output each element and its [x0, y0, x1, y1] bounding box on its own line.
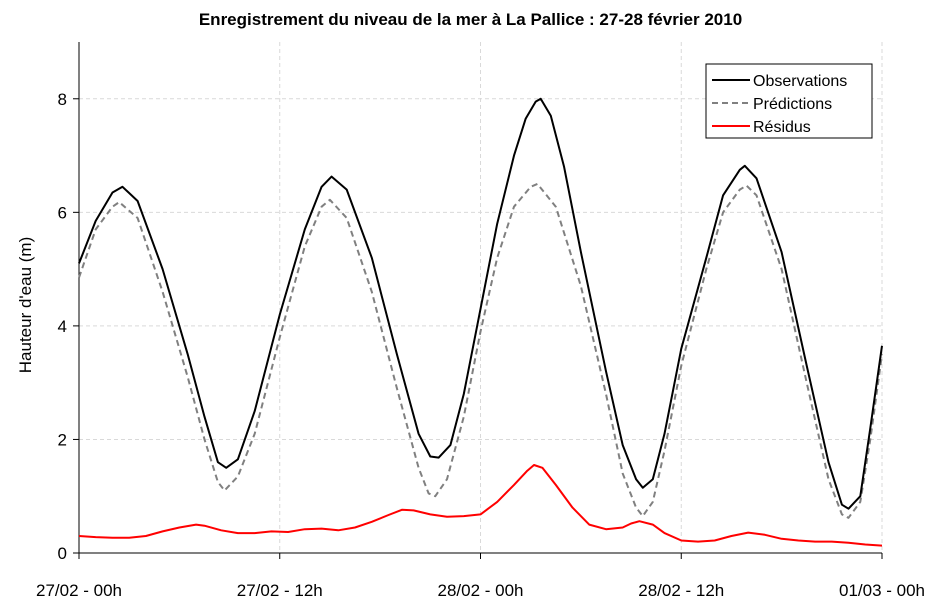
y-tick-labels: 0 2 4 6 8 — [58, 90, 67, 563]
x-tick-label: 01/03 - 00h — [839, 581, 925, 600]
x-tick-label: 28/02 - 12h — [638, 581, 724, 600]
x-tick-label: 28/02 - 00h — [437, 581, 523, 600]
legend-label: Résidus — [753, 119, 811, 136]
legend-label: Prédictions — [753, 96, 832, 113]
grid-lines — [79, 42, 883, 553]
y-tick-label: 6 — [58, 203, 67, 222]
legend-box — [705, 63, 873, 139]
y-tick-label: 8 — [58, 90, 67, 109]
series-line-prdictions — [78, 182, 883, 519]
y-tick-label: 2 — [58, 430, 67, 449]
x-tick-labels: 27/02 - 00h 27/02 - 12h 28/02 - 00h 28/02 -… — [36, 581, 925, 600]
legend: Observations Prédictions Résidus — [705, 63, 873, 139]
axes — [73, 42, 883, 559]
y-tick-label: 4 — [58, 317, 67, 336]
x-tick-label: 27/02 - 00h — [36, 581, 122, 600]
series-line-rsidus — [78, 464, 883, 547]
legend-label: Observations — [753, 73, 847, 90]
x-tick-label: 27/02 - 12h — [237, 581, 323, 600]
series-line-observations — [78, 97, 883, 510]
y-axis-title: Hauteur d'eau (m) — [16, 237, 35, 373]
series-lines — [78, 97, 883, 547]
chart-title: Enregistrement du niveau de la mer à La … — [198, 10, 743, 29]
y-tick-label: 0 — [58, 544, 67, 563]
